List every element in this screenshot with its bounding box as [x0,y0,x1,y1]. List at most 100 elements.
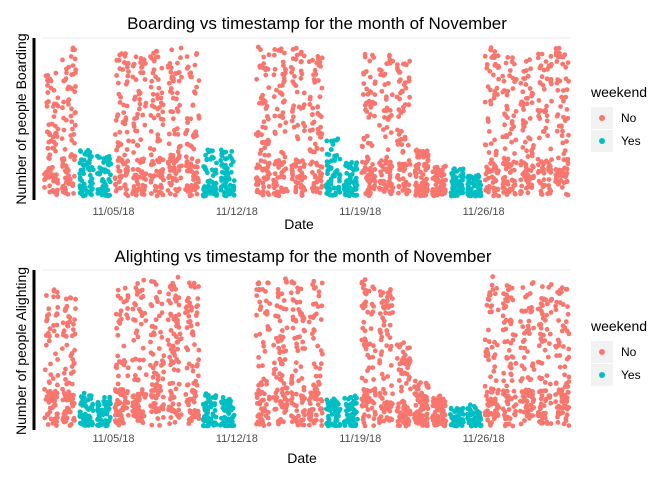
data-point-no [119,416,125,422]
data-point-no [495,92,500,97]
data-point-yes [98,411,104,416]
data-point-no [159,184,164,190]
data-point-no [553,381,559,386]
data-point-no [401,108,406,114]
data-point-no [42,185,47,190]
data-point-no [289,419,295,425]
data-point-no [136,397,142,403]
data-point-no [564,107,570,112]
data-point-no [52,101,57,107]
data-point-no [300,394,306,399]
data-point-no [554,80,560,86]
data-point-yes [448,412,453,417]
data-point-no [191,146,197,152]
data-point-no [44,316,50,322]
data-point-no [563,191,569,197]
data-point-no [518,177,524,183]
data-point-no [396,367,402,373]
data-point-no [166,175,172,181]
data-point-no [384,169,390,175]
data-point-yes [334,408,339,413]
data-point-no [505,88,511,94]
data-point-no [364,159,370,164]
data-point-yes [467,402,473,408]
data-point-no [44,395,50,401]
data-point-no [54,289,60,295]
data-point-no [52,108,58,114]
data-point-no [172,192,178,198]
data-point-no [380,315,385,321]
data-point-no [486,403,491,408]
data-point-no [172,166,177,172]
data-point-no [555,168,560,173]
data-point-yes [203,152,209,158]
data-point-no [195,159,200,165]
data-point-no [64,303,70,309]
data-point-no [489,303,495,308]
data-point-no [136,404,142,409]
data-point-yes [213,414,219,420]
data-point-no [125,400,131,405]
data-point-no [51,294,56,300]
data-point-no [496,387,501,393]
data-point-no [158,329,164,335]
data-point-no [277,113,283,119]
data-point-no [47,76,53,82]
data-point-no [508,371,514,377]
data-point-no [176,70,181,76]
data-point-no [488,47,493,53]
data-point-no [380,164,385,169]
data-point-no [187,188,193,194]
data-point-no [165,188,171,193]
data-point-no [71,361,77,366]
data-point-no [524,148,529,154]
data-point-no [68,154,73,160]
data-point-no [404,181,410,187]
data-point-no [293,368,298,374]
data-point-no [184,116,190,121]
data-point-no [175,368,181,373]
data-point-no [363,378,368,384]
data-point-no [124,103,130,109]
data-point-no [508,361,514,367]
data-point-no [423,152,428,158]
data-point-no [361,420,367,426]
data-point-no [319,85,325,91]
data-point-no [368,141,373,146]
data-point-no [189,388,195,394]
data-point-no [366,115,372,120]
data-point-no [438,172,444,178]
data-point-no [260,340,266,345]
data-point-yes [213,167,219,173]
data-point-no [523,82,529,87]
data-point-no [264,141,270,147]
data-point-no [51,114,57,119]
data-point-no [137,97,143,102]
data-point-no [176,381,182,387]
data-point-no [505,339,510,344]
data-point-no [315,126,321,132]
data-point-yes [326,416,331,422]
data-point-no [174,356,180,362]
data-point-no [138,56,144,61]
data-point-no [488,101,494,107]
legend-label-yes: Yes [621,134,641,148]
data-point-no [542,380,548,385]
data-point-no [301,90,307,96]
data-point-no [563,64,569,70]
data-point-no [520,285,526,290]
data-point-no [117,100,123,105]
data-point-no [389,164,395,169]
data-point-no [369,405,375,411]
data-point-yes [223,149,229,155]
data-point-no [384,154,390,160]
data-point-no [176,168,182,173]
data-point-yes [95,190,101,196]
data-point-no [395,68,401,73]
data-point-no [560,302,566,307]
data-point-no [267,301,273,306]
data-point-no [564,412,570,418]
data-point-no [71,415,77,421]
data-point-no [62,146,68,152]
data-point-no [284,385,290,391]
